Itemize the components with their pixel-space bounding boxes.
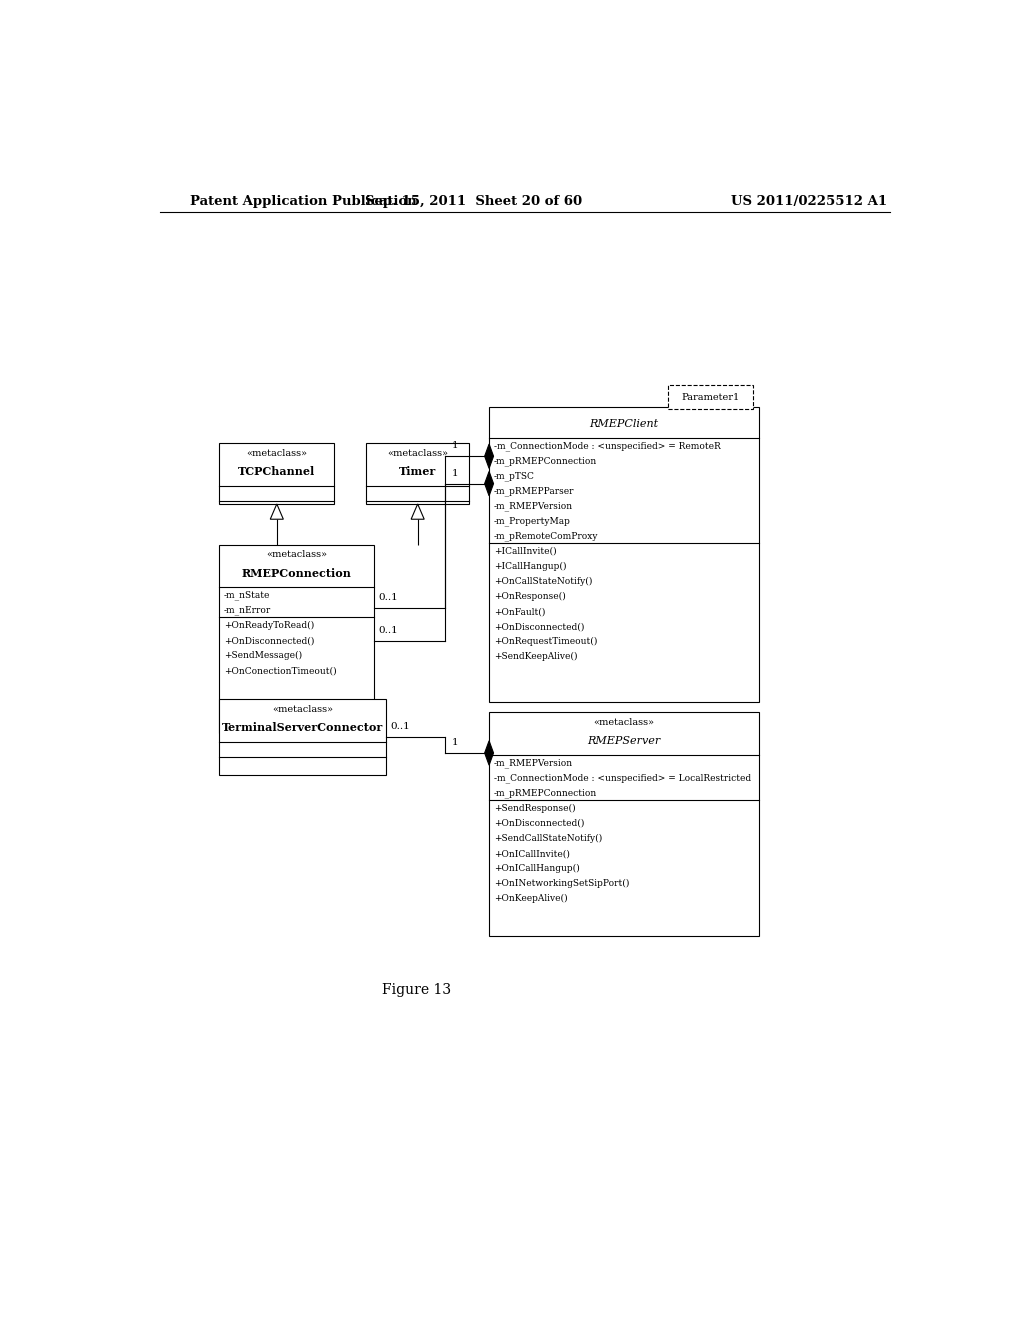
Text: 0..1: 0..1 xyxy=(378,593,397,602)
Polygon shape xyxy=(484,741,494,766)
Text: RMEPClient: RMEPClient xyxy=(590,418,658,429)
Text: +OnCallStateNotify(): +OnCallStateNotify() xyxy=(494,577,592,586)
Bar xyxy=(219,700,386,775)
Text: +OnRequestTimeout(): +OnRequestTimeout() xyxy=(494,638,597,647)
Bar xyxy=(668,385,754,409)
Text: Patent Application Publication: Patent Application Publication xyxy=(189,194,417,207)
Text: 1: 1 xyxy=(452,441,459,450)
Text: 1: 1 xyxy=(452,738,459,747)
Text: +OnResponse(): +OnResponse() xyxy=(494,593,565,601)
Text: +OnINetworkingSetSipPort(): +OnINetworkingSetSipPort() xyxy=(494,879,629,888)
Text: -m_nError: -m_nError xyxy=(224,606,271,615)
Text: +OnReadyToRead(): +OnReadyToRead() xyxy=(224,622,314,630)
Text: +SendKeepAlive(): +SendKeepAlive() xyxy=(494,652,578,661)
Text: Timer: Timer xyxy=(399,466,436,477)
Text: +SendMessage(): +SendMessage() xyxy=(224,651,302,660)
Text: «metaclass»: «metaclass» xyxy=(247,449,307,458)
Text: -m_RMEPVersion: -m_RMEPVersion xyxy=(494,502,573,511)
Bar xyxy=(219,545,374,733)
Text: «metaclass»: «metaclass» xyxy=(594,718,654,727)
Text: -m_pRMEPConnection: -m_pRMEPConnection xyxy=(494,788,597,799)
Bar xyxy=(219,444,334,504)
Text: 0..1: 0..1 xyxy=(390,722,410,731)
Polygon shape xyxy=(270,504,284,519)
Text: +OnICallInvite(): +OnICallInvite() xyxy=(494,849,569,858)
Bar xyxy=(489,713,759,936)
Text: RMEPConnection: RMEPConnection xyxy=(242,568,351,578)
Text: -m_ConnectionMode : <unspecified> = RemoteR: -m_ConnectionMode : <unspecified> = Remo… xyxy=(494,441,721,451)
Text: -m_PropertyMap: -m_PropertyMap xyxy=(494,516,570,527)
Text: +ICallHangup(): +ICallHangup() xyxy=(494,562,566,572)
Text: +OnConectionTimeout(): +OnConectionTimeout() xyxy=(224,667,337,676)
Polygon shape xyxy=(484,444,494,469)
Text: Sep. 15, 2011  Sheet 20 of 60: Sep. 15, 2011 Sheet 20 of 60 xyxy=(365,194,582,207)
Text: -m_pTSC: -m_pTSC xyxy=(494,471,535,480)
Text: Parameter1: Parameter1 xyxy=(681,393,739,401)
Text: +OnDisconnected(): +OnDisconnected() xyxy=(224,636,314,645)
Text: +OnICallHangup(): +OnICallHangup() xyxy=(494,865,580,873)
Text: RMEPServer: RMEPServer xyxy=(588,735,660,746)
Text: +OnDisconnected(): +OnDisconnected() xyxy=(494,622,585,631)
Text: TCPChannel: TCPChannel xyxy=(239,466,315,477)
Text: -m_pRemoteComProxy: -m_pRemoteComProxy xyxy=(494,532,598,541)
Text: «metaclass»: «metaclass» xyxy=(266,550,327,560)
Text: -m_nState: -m_nState xyxy=(224,591,270,601)
Text: +OnKeepAlive(): +OnKeepAlive() xyxy=(494,894,567,903)
Text: TerminalServerConnector: TerminalServerConnector xyxy=(222,722,383,733)
Bar xyxy=(367,444,469,504)
Text: -m_ConnectionMode : <unspecified> = LocalRestricted: -m_ConnectionMode : <unspecified> = Loca… xyxy=(494,774,751,783)
Text: +SendResponse(): +SendResponse() xyxy=(494,804,575,813)
Text: «metaclass»: «metaclass» xyxy=(272,705,333,714)
Bar xyxy=(489,408,759,702)
Text: -m_pRMEPConnection: -m_pRMEPConnection xyxy=(494,457,597,466)
Text: +ICallInvite(): +ICallInvite() xyxy=(494,546,556,556)
Polygon shape xyxy=(484,471,494,496)
Text: +OnFault(): +OnFault() xyxy=(494,607,545,616)
Text: +OnDisconnected(): +OnDisconnected() xyxy=(494,818,585,828)
Text: 1: 1 xyxy=(452,469,459,478)
Text: +SendCallStateNotify(): +SendCallStateNotify() xyxy=(494,834,602,843)
Text: -m_RMEPVersion: -m_RMEPVersion xyxy=(494,759,573,768)
Text: Figure 13: Figure 13 xyxy=(382,983,452,997)
Text: «metaclass»: «metaclass» xyxy=(387,449,449,458)
Polygon shape xyxy=(411,504,424,519)
Text: -m_pRMEPParser: -m_pRMEPParser xyxy=(494,487,574,496)
Text: US 2011/0225512 A1: US 2011/0225512 A1 xyxy=(731,194,887,207)
Text: 0..1: 0..1 xyxy=(378,626,397,635)
